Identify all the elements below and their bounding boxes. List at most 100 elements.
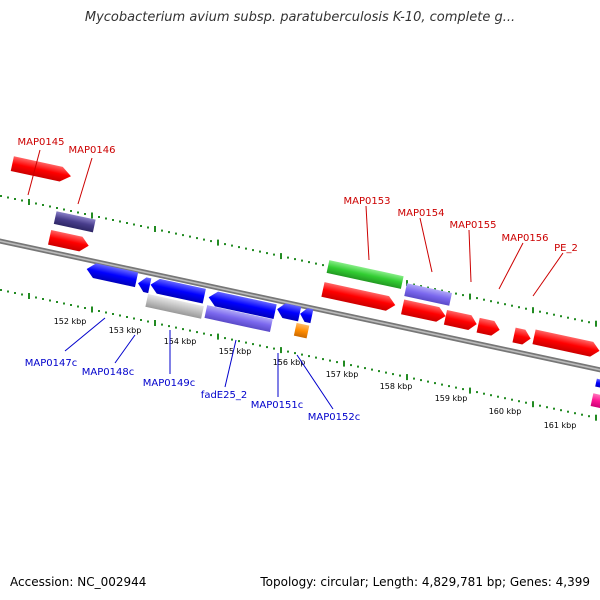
gc-dot-inner xyxy=(518,400,520,403)
gene-box-map0152c-feature[interactable] xyxy=(293,322,310,339)
gc-dot-outer xyxy=(175,232,177,235)
gc-dot-inner xyxy=(448,385,450,388)
gc-dot-outer xyxy=(588,321,590,324)
gc-dot-outer xyxy=(483,298,485,301)
gc-dot-inner xyxy=(420,379,422,382)
gc-dot-inner xyxy=(574,412,576,415)
gc-dot-outer xyxy=(420,285,422,288)
gc-dot-outer xyxy=(462,294,464,297)
gc-dot-inner xyxy=(14,292,16,294)
gc-dot-inner xyxy=(322,358,324,361)
gene-arrow-map0156[interactable] xyxy=(476,317,502,337)
gc-dot-inner xyxy=(238,340,240,343)
gc-dot-inner xyxy=(196,331,198,334)
gc-dot-inner xyxy=(98,310,100,312)
gene-label-map0155[interactable]: MAP0155 xyxy=(450,220,497,231)
gc-dot-outer xyxy=(413,283,415,286)
gene-arrow-fade25-2[interactable] xyxy=(207,290,277,320)
gene-arrow-map0154[interactable] xyxy=(401,299,447,324)
gc-dot-inner xyxy=(581,413,583,416)
gene-arrow-map0147c[interactable] xyxy=(85,262,139,288)
tick-label: 154 kbp xyxy=(164,337,197,346)
gc-dot-inner xyxy=(483,392,485,395)
gc-dot-outer xyxy=(21,199,23,202)
gc-dot-inner xyxy=(0,289,2,291)
gene-label-map0147c[interactable]: MAP0147c xyxy=(25,358,77,369)
tick-label: 156 kbp xyxy=(273,358,306,367)
gc-dot-inner xyxy=(567,410,569,413)
gc-dot-inner xyxy=(182,328,184,331)
gc-dot-inner xyxy=(7,290,9,293)
gc-dot-outer xyxy=(140,225,142,227)
map-title: Mycobacterium avium subsp. paratuberculo… xyxy=(84,10,516,25)
backbone-inner xyxy=(0,240,600,371)
gc-dot-inner xyxy=(273,347,275,350)
gc-dot-outer xyxy=(567,316,569,319)
gc-dot-inner xyxy=(434,382,436,385)
gene-arrow-map0149c[interactable] xyxy=(149,277,206,304)
forward-strand-genes xyxy=(10,156,600,358)
gene-label-pe-2[interactable]: PE_2 xyxy=(554,243,578,254)
gene-arrow-map0146[interactable] xyxy=(48,229,90,253)
gene-arrow-map0151c[interactable] xyxy=(276,302,302,322)
gc-dot-inner xyxy=(595,414,597,421)
gene-label-map0153[interactable]: MAP0153 xyxy=(344,196,391,207)
gc-dot-inner xyxy=(378,370,380,373)
gc-dot-outer xyxy=(126,222,128,224)
gene-arrow-map0148c[interactable] xyxy=(136,276,152,294)
gene-arrow-map0155[interactable] xyxy=(443,310,478,331)
gc-dot-inner xyxy=(189,329,191,332)
gene-arrow-map0153[interactable] xyxy=(321,282,396,312)
gene-box-fade25-2-feature[interactable] xyxy=(204,305,273,333)
gene-label-map0148c[interactable]: MAP0148c xyxy=(82,367,134,378)
gene-label-map0145[interactable]: MAP0145 xyxy=(18,137,65,148)
gc-dot-inner xyxy=(245,341,247,344)
gc-dot-outer xyxy=(189,235,191,238)
gene-label-map0154[interactable]: MAP0154 xyxy=(398,208,445,219)
gene-arrow-pe-2[interactable] xyxy=(532,329,600,358)
gc-dot-outer xyxy=(245,247,247,250)
gc-dot-outer xyxy=(77,211,79,214)
gc-dot-outer xyxy=(315,262,317,265)
tick-label: 153 kbp xyxy=(109,326,142,335)
gene-arrow-small-forward[interactable] xyxy=(512,327,532,346)
gc-dot-outer xyxy=(70,210,72,212)
gene-label-map0149c[interactable]: MAP0149c xyxy=(143,378,195,389)
gc-dot-outer xyxy=(14,198,16,200)
gc-dot-inner xyxy=(392,373,394,376)
gc-dot-outer xyxy=(539,310,541,313)
gc-dot-outer xyxy=(238,246,240,249)
gene-label-map0156[interactable]: MAP0156 xyxy=(502,233,549,244)
gene-arrow-map0145[interactable] xyxy=(10,156,73,183)
gc-dot-inner xyxy=(455,386,457,389)
gene-box-map0149c-feature[interactable] xyxy=(145,294,204,319)
gc-dot-outer xyxy=(560,315,562,318)
gene-arrow-map0152c[interactable] xyxy=(299,307,314,324)
gc-dot-outer xyxy=(168,231,170,234)
reverse-strand-genes xyxy=(85,262,600,409)
gene-box-offscreen-pink[interactable] xyxy=(590,393,600,409)
gene-label-map0152c[interactable]: MAP0152c xyxy=(308,412,360,423)
gene-label-map0151c[interactable]: MAP0151c xyxy=(251,400,303,411)
tick-label: 159 kbp xyxy=(435,394,468,403)
gc-dot-outer xyxy=(98,216,100,218)
gc-dot-inner xyxy=(504,397,506,400)
gene-label-map0146[interactable]: MAP0146 xyxy=(69,145,116,156)
gc-dot-outer xyxy=(574,318,576,321)
gc-dot-outer xyxy=(161,229,163,232)
gene-box-map0146-feature[interactable] xyxy=(53,211,96,233)
gc-dot-inner xyxy=(84,307,86,309)
gc-dot-outer xyxy=(553,313,555,316)
gc-dot-inner xyxy=(147,320,149,323)
gene-label-fade25-2[interactable]: fadE25_2 xyxy=(201,390,247,401)
gc-dot-outer xyxy=(7,196,9,199)
gc-dot-outer xyxy=(154,226,156,232)
gc-dot-inner xyxy=(231,338,233,341)
gene-box-map0153-feature[interactable] xyxy=(326,260,404,289)
gene-box-map0154-feature[interactable] xyxy=(404,283,452,306)
gc-dot-outer xyxy=(434,288,436,291)
gene-box-offscreen-blue[interactable] xyxy=(595,378,600,389)
tick-label: 155 kbp xyxy=(219,347,252,356)
callout-line-map0153 xyxy=(365,205,370,261)
callout-line-map0154 xyxy=(419,217,433,273)
